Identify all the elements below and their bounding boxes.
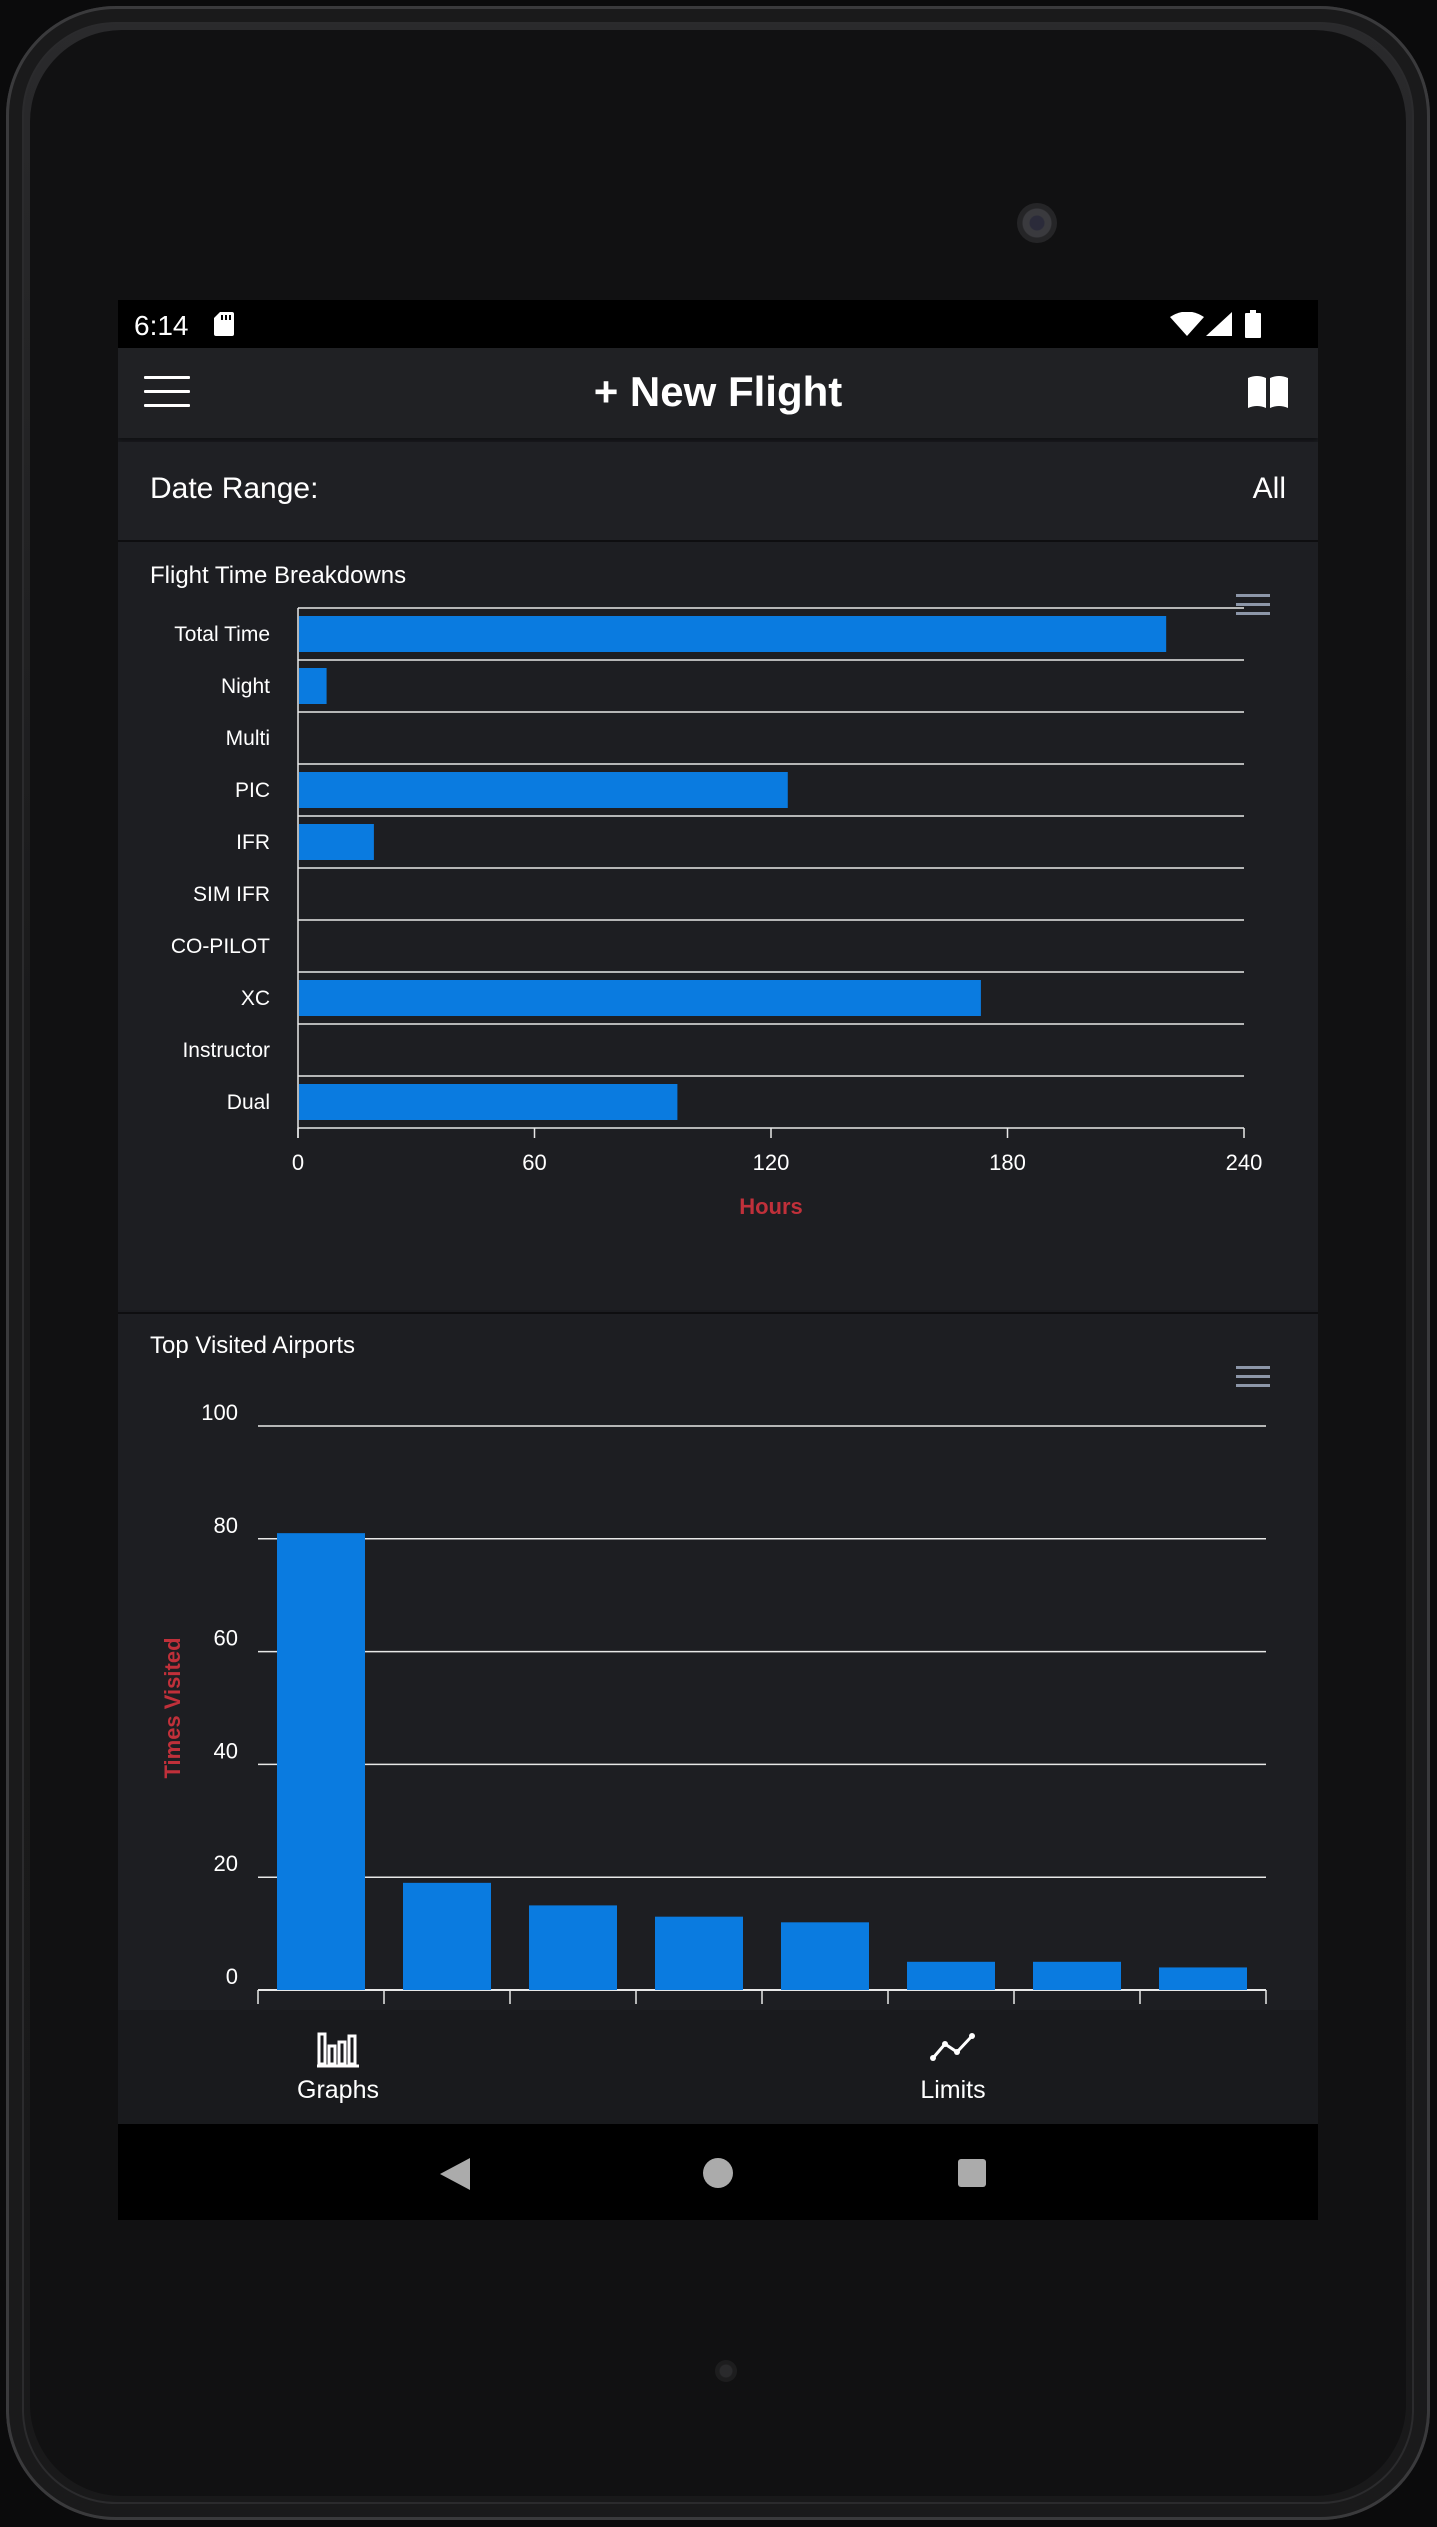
divider <box>118 540 1318 542</box>
x-axis-title: Hours <box>739 1194 803 1219</box>
front-camera <box>1017 203 1057 243</box>
category-label: SIM IFR <box>193 883 270 906</box>
x-tick-label: 60 <box>522 1150 546 1175</box>
bar <box>529 1905 617 1990</box>
status-bar: 6:14 <box>118 300 1318 348</box>
bar <box>299 980 981 1016</box>
category-label: Night <box>221 675 270 698</box>
status-time: 6:14 <box>134 310 189 341</box>
open-book-icon[interactable] <box>1246 374 1290 410</box>
y-tick-label: 80 <box>214 1513 238 1538</box>
flight-time-card: Flight Time Breakdowns Total Time Night Mu… <box>118 542 1318 1310</box>
category-label: XC <box>241 987 270 1010</box>
sd-card-icon <box>214 312 234 336</box>
bar <box>299 616 1167 652</box>
y-tick-label: 100 <box>201 1400 238 1425</box>
bar <box>907 1961 995 1990</box>
nav-limits-label: Limits <box>920 2076 986 2104</box>
app-bar: + New Flight <box>118 348 1318 438</box>
chart-title: Top Visited Airports <box>150 1332 355 1359</box>
system-navigation-bar <box>118 2124 1318 2220</box>
bar <box>299 668 327 704</box>
flight-time-chart: Total Time Night Multi PIC IFR SIM IFR CO-PILO… <box>171 607 1263 1219</box>
category-label: IFR <box>236 831 270 854</box>
divider <box>118 1312 1318 1314</box>
bar <box>299 824 374 860</box>
y-tick-label: 20 <box>214 1851 238 1876</box>
category-label: Total Time <box>174 623 270 646</box>
nav-graphs[interactable]: Graphs <box>238 2010 438 2124</box>
x-tick-label: 240 <box>1226 1150 1263 1175</box>
bar-chart-icon <box>317 2032 359 2068</box>
hamburger-menu-icon[interactable] <box>144 376 190 408</box>
recents-icon[interactable] <box>958 2159 986 2187</box>
bar <box>655 1916 743 1990</box>
new-flight-button[interactable]: + New Flight <box>593 368 843 415</box>
category-label: Dual <box>227 1091 270 1114</box>
bottom-navigation: Graphs Limits <box>118 2010 1318 2124</box>
cell-signal-icon <box>1206 312 1232 336</box>
nav-limits[interactable]: Limits <box>853 2010 1053 2124</box>
home-icon[interactable] <box>703 2158 733 2188</box>
category-label: Multi <box>226 727 270 750</box>
nav-graphs-label: Graphs <box>297 2076 379 2104</box>
line-chart-icon <box>930 2033 975 2061</box>
date-range-value: All <box>1252 472 1286 505</box>
x-tick-label: 180 <box>989 1150 1026 1175</box>
x-tick-label: 120 <box>753 1150 790 1175</box>
bar <box>299 1084 678 1120</box>
chart-menu-icon[interactable] <box>1236 594 1270 618</box>
category-label: CO-PILOT <box>171 935 270 958</box>
bar <box>1159 1967 1247 1990</box>
category-label: Instructor <box>182 1039 270 1062</box>
bar <box>403 1882 491 1990</box>
bar <box>277 1533 365 1990</box>
y-tick-label: 0 <box>226 1964 238 1989</box>
y-tick-label: 40 <box>214 1738 238 1763</box>
date-range-selector[interactable]: Date Range: All <box>118 442 1318 540</box>
app-screen: 6:14 + New Flight Date Range: All Flight… <box>118 300 1318 2220</box>
category-label: PIC <box>235 779 270 802</box>
y-axis-title: Times Visited <box>160 1637 185 1778</box>
x-tick-label: 0 <box>292 1150 304 1175</box>
bar <box>1033 1961 1121 1990</box>
light-sensor <box>715 2360 737 2382</box>
chart-title: Flight Time Breakdowns <box>150 562 407 589</box>
y-tick-label: 60 <box>214 1626 238 1651</box>
back-icon[interactable] <box>440 2158 470 2190</box>
airports-card: Top Visited Airports 0 20 40 60 80 100 Times V… <box>118 1314 1318 2010</box>
bar <box>781 1922 869 1990</box>
wifi-icon <box>1170 312 1204 336</box>
date-range-label: Date Range: <box>150 472 319 505</box>
chart-menu-icon[interactable] <box>1236 1366 1270 1390</box>
battery-icon <box>1245 310 1261 338</box>
bar <box>299 772 788 808</box>
